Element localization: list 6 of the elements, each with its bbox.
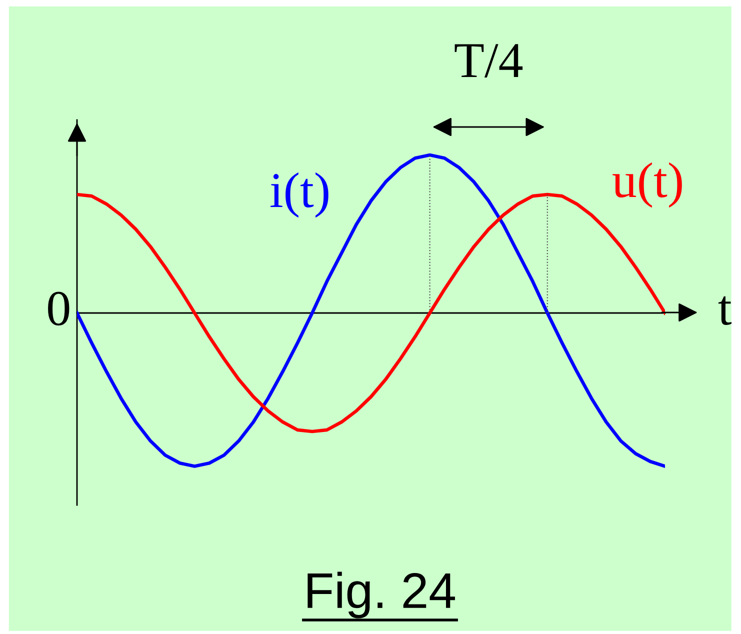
- x-axis-title: t: [718, 296, 732, 326]
- series-label: i(t): [270, 172, 328, 218]
- text: T/4: [454, 44, 523, 78]
- series-label: u(t): [612, 162, 682, 208]
- text: 0: [48, 292, 70, 326]
- caption: Fig. 24: [308, 572, 455, 618]
